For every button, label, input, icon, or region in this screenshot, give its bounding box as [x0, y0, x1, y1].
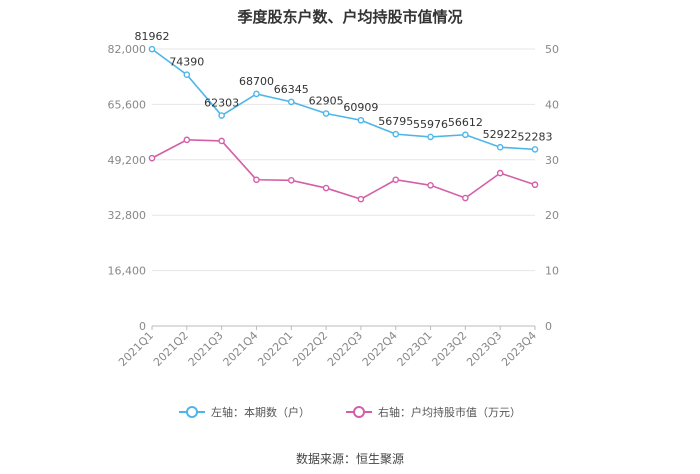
legend-label-households: 左轴：本期数（户） — [211, 406, 310, 419]
series-point-0 — [253, 90, 260, 98]
right-axis-tick-label: 10 — [545, 265, 559, 278]
legend: 左轴：本期数（户） 右轴：户均持股市值（万元） — [0, 404, 700, 420]
legend-item-households[interactable]: 左轴：本期数（户） — [179, 404, 310, 420]
series-point-1 — [462, 194, 469, 202]
series-point-1 — [357, 195, 365, 203]
data-source-note: 数据来源：恒生聚源 — [295, 452, 404, 466]
data-label: 62905 — [309, 95, 344, 108]
data-label: 60909 — [343, 101, 378, 114]
x-axis-tick-label: 2023Q3 — [464, 329, 504, 369]
series-point-1 — [496, 169, 504, 177]
series-point-1 — [218, 137, 225, 145]
x-axis-tick-label: 2021Q2 — [151, 329, 191, 369]
series-point-1 — [322, 184, 330, 192]
series-point-0 — [218, 112, 225, 119]
x-axis-tick-label: 2022Q3 — [325, 329, 365, 369]
data-label: 66345 — [274, 83, 309, 96]
line-chart: 0 0 16,400 10 32,800 20 49,200 30 65,600 40 82,000… — [108, 30, 560, 369]
series-point-0 — [357, 116, 365, 124]
data-label: 62303 — [204, 97, 239, 110]
right-axis-tick-label: 20 — [545, 209, 559, 222]
series-point-0 — [322, 110, 330, 117]
data-label: 68700 — [239, 75, 274, 88]
data-label: 56795 — [378, 115, 413, 128]
x-axis-tick-label: 2023Q4 — [499, 329, 539, 369]
series-point-0 — [427, 133, 434, 141]
left-axis-tick-label: 16,400 — [108, 265, 147, 278]
x-axis-tick-label: 2022Q1 — [255, 329, 295, 369]
series-point-1 — [427, 181, 434, 189]
x-axis-tick-label: 2021Q3 — [186, 329, 226, 369]
right-axis-tick-label: 40 — [545, 98, 559, 111]
right-axis-tick-label: 0 — [545, 320, 552, 333]
x-axis-tick-label: 2023Q1 — [395, 329, 435, 369]
series-point-1 — [253, 176, 260, 184]
series-point-0 — [392, 130, 400, 138]
series-point-1 — [287, 176, 295, 184]
data-label: 52283 — [518, 130, 553, 143]
data-label: 74390 — [169, 56, 204, 69]
series-line-0 — [151, 48, 536, 151]
legend-swatch-households — [179, 406, 205, 418]
left-axis-tick-label: 0 — [139, 320, 146, 333]
data-label: 52922 — [483, 128, 518, 141]
series-point-1 — [531, 181, 539, 189]
right-axis-tick-label: 50 — [545, 43, 559, 56]
series-point-0 — [183, 71, 191, 79]
x-axis-tick-label: 2022Q2 — [290, 329, 330, 369]
left-axis-tick-label: 65,600 — [108, 98, 147, 111]
chart-title: 季度股东户数、户均持股市值情况 — [237, 8, 463, 26]
series-point-0 — [287, 98, 295, 106]
series-point-0 — [148, 45, 156, 53]
series-point-0 — [496, 143, 504, 151]
x-axis-tick-label: 2021Q1 — [116, 329, 156, 369]
series-point-0 — [531, 146, 539, 153]
left-axis-tick-label: 32,800 — [108, 209, 147, 222]
right-axis-tick-label: 30 — [545, 154, 559, 167]
series-point-1 — [148, 154, 156, 162]
series-line-1 — [151, 139, 536, 201]
x-axis-tick-label: 2023Q2 — [429, 329, 469, 369]
data-label: 55976 — [413, 118, 448, 131]
series-point-0 — [462, 131, 469, 139]
series-point-1 — [392, 176, 400, 184]
left-axis-tick-label: 49,200 — [108, 154, 147, 167]
legend-item-market-value[interactable]: 右轴：户均持股市值（万元） — [346, 404, 521, 420]
data-label: 56612 — [448, 116, 483, 129]
legend-label-market-value: 右轴：户均持股市值（万元） — [378, 406, 521, 419]
left-axis-tick-label: 82,000 — [108, 43, 147, 56]
legend-swatch-market-value — [346, 406, 372, 418]
series-point-1 — [183, 136, 191, 144]
x-axis-tick-label: 2022Q4 — [360, 329, 400, 369]
data-label: 81962 — [135, 30, 170, 43]
x-axis-tick-label: 2021Q4 — [221, 329, 261, 369]
